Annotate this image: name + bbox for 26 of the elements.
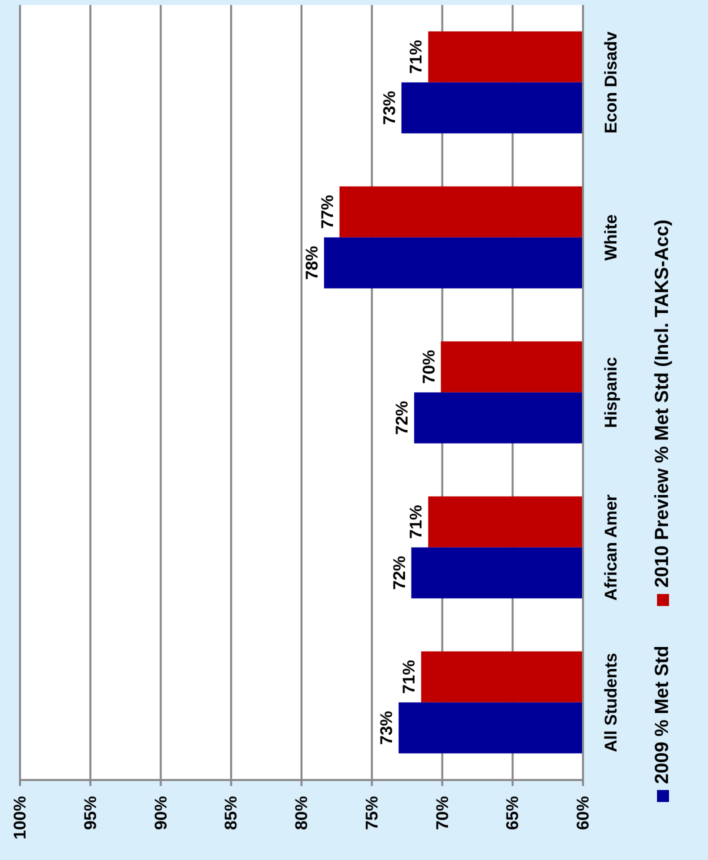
data-label: 73%: [380, 90, 399, 125]
text: 2009 % Met Std: [652, 646, 674, 784]
y-tick-label: Econ Disadv: [602, 30, 620, 134]
x-tick-label: 85%: [222, 796, 241, 830]
data-label: 72%: [390, 556, 409, 590]
data-label: 71%: [406, 40, 426, 74]
data-label: 71%: [406, 504, 426, 539]
data-label: 71%: [400, 660, 419, 694]
x-tick-label: 90%: [151, 796, 170, 830]
x-tick-label: 80%: [292, 796, 311, 830]
data-label: 70%: [419, 350, 438, 384]
x-tick-label: 65%: [503, 796, 522, 830]
text: 2010 Preview % Met Std (Incl. TAKS-Acc): [652, 220, 674, 588]
y-tick-label: Hispanic: [602, 357, 620, 428]
x-tick-label: 70%: [432, 796, 452, 830]
data-label: 78%: [302, 246, 322, 280]
x-tick-label: 100%: [10, 796, 30, 840]
x-tick-label: 60%: [574, 796, 592, 830]
data-label: 77%: [318, 194, 338, 229]
data-label: 73%: [377, 710, 396, 745]
y-tick-label: White: [602, 214, 620, 261]
y-tick-label: All Students: [602, 652, 620, 752]
x-tick-label: 75%: [362, 796, 382, 830]
data-label: 72%: [392, 400, 412, 435]
x-tick-label: 95%: [80, 796, 100, 830]
y-tick-label: African Amer: [602, 494, 620, 601]
